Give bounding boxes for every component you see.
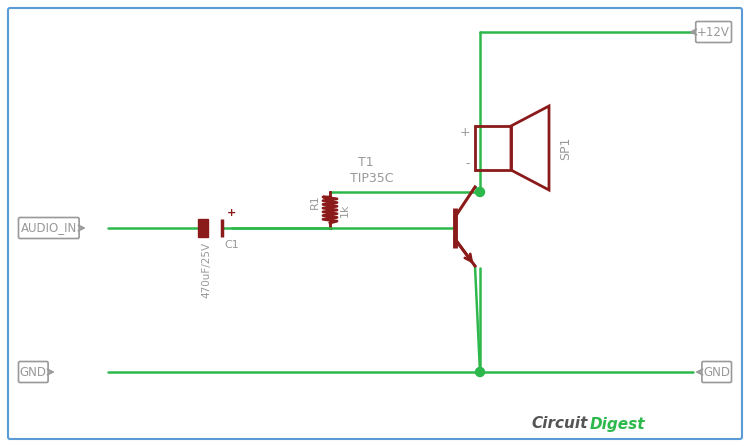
Text: Circuit: Circuit — [532, 417, 588, 431]
Text: +12V: +12V — [698, 25, 730, 38]
Text: GND: GND — [704, 366, 730, 379]
Bar — [475, 126, 511, 170]
Circle shape — [476, 367, 484, 376]
Text: Digest: Digest — [590, 417, 646, 431]
Text: +: + — [227, 208, 236, 218]
Text: AUDIO_IN: AUDIO_IN — [21, 222, 77, 235]
Text: +: + — [459, 126, 470, 139]
Text: R1: R1 — [310, 194, 320, 209]
Text: SP1: SP1 — [559, 136, 572, 160]
Text: C1: C1 — [224, 240, 238, 250]
Circle shape — [476, 187, 484, 197]
Text: -: - — [466, 157, 470, 170]
Text: 1k: 1k — [340, 203, 350, 217]
Text: GND: GND — [20, 366, 46, 379]
Text: T1: T1 — [358, 156, 374, 169]
Bar — [198, 219, 208, 237]
Text: TIP35C: TIP35C — [350, 172, 394, 185]
Text: 470uF/25V: 470uF/25V — [201, 242, 211, 298]
